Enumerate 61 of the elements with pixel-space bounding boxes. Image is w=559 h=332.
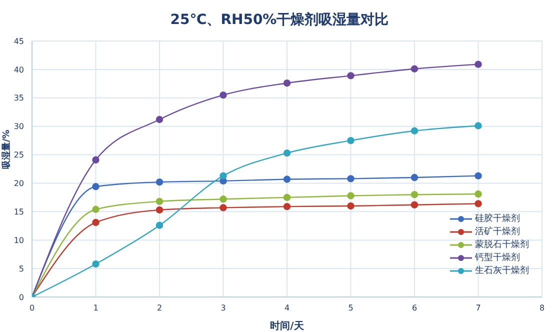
point	[410, 127, 418, 134]
point	[410, 201, 418, 208]
y-tick-label: 5	[18, 264, 24, 274]
x-tick-label: 1	[93, 304, 98, 313]
point	[92, 206, 100, 213]
point	[347, 175, 354, 182]
point	[474, 172, 482, 180]
y-tick-label: 30	[14, 122, 24, 132]
y-tick-label: 25	[14, 150, 24, 160]
point	[347, 192, 354, 200]
point	[474, 200, 482, 208]
point	[156, 222, 164, 229]
y-tick-label: 15	[14, 208, 24, 217]
point	[283, 80, 291, 87]
point	[283, 176, 291, 183]
x-tick-label: 2	[156, 304, 162, 313]
y-axis-title: 吸湿量/%	[1, 130, 12, 169]
point	[410, 65, 418, 72]
x-tick-label: 0	[29, 304, 35, 313]
point	[474, 190, 482, 198]
legend-label: 硅胶干燥剂	[475, 212, 520, 225]
x-tick-label: 8	[539, 304, 545, 313]
point	[347, 136, 354, 144]
point	[92, 156, 100, 164]
point	[92, 260, 100, 268]
point	[347, 202, 354, 210]
chart-title: 25℃、RH50%干燥剂吸湿量对比	[169, 11, 390, 30]
point	[474, 122, 482, 130]
point	[220, 91, 227, 99]
point	[156, 206, 164, 214]
y-tick-label: 40	[14, 65, 24, 74]
point	[474, 60, 482, 68]
x-axis-title: 时间/天	[270, 320, 305, 332]
y-tick-label: 20	[14, 179, 24, 188]
y-tick-label: 45	[14, 36, 24, 46]
point	[220, 196, 227, 203]
point	[92, 183, 100, 190]
point	[220, 204, 227, 212]
point	[220, 172, 227, 180]
legend-label: 钙型干燥剂	[475, 252, 520, 264]
legend-label: 生石灰干燥剂	[475, 264, 529, 277]
y-tick-label: 0	[18, 292, 24, 302]
point	[156, 178, 164, 186]
x-tick-label: 3	[220, 304, 226, 313]
y-tick-label: 10	[14, 236, 24, 245]
y-tick-label: 35	[14, 94, 24, 103]
point	[347, 72, 354, 80]
point	[92, 218, 100, 226]
x-tick-label: 7	[476, 304, 481, 313]
point	[283, 149, 291, 157]
point	[156, 198, 164, 206]
x-tick-label: 6	[412, 304, 418, 313]
point	[156, 116, 164, 124]
point	[283, 194, 291, 202]
x-tick-label: 4	[284, 304, 290, 313]
point	[283, 202, 291, 210]
x-tick-label: 5	[348, 304, 354, 313]
legend-label: 蒙脱石干燥剂	[475, 238, 529, 251]
legend-label: 活矿干燥剂	[475, 226, 520, 238]
point	[410, 191, 418, 198]
point	[410, 174, 418, 182]
